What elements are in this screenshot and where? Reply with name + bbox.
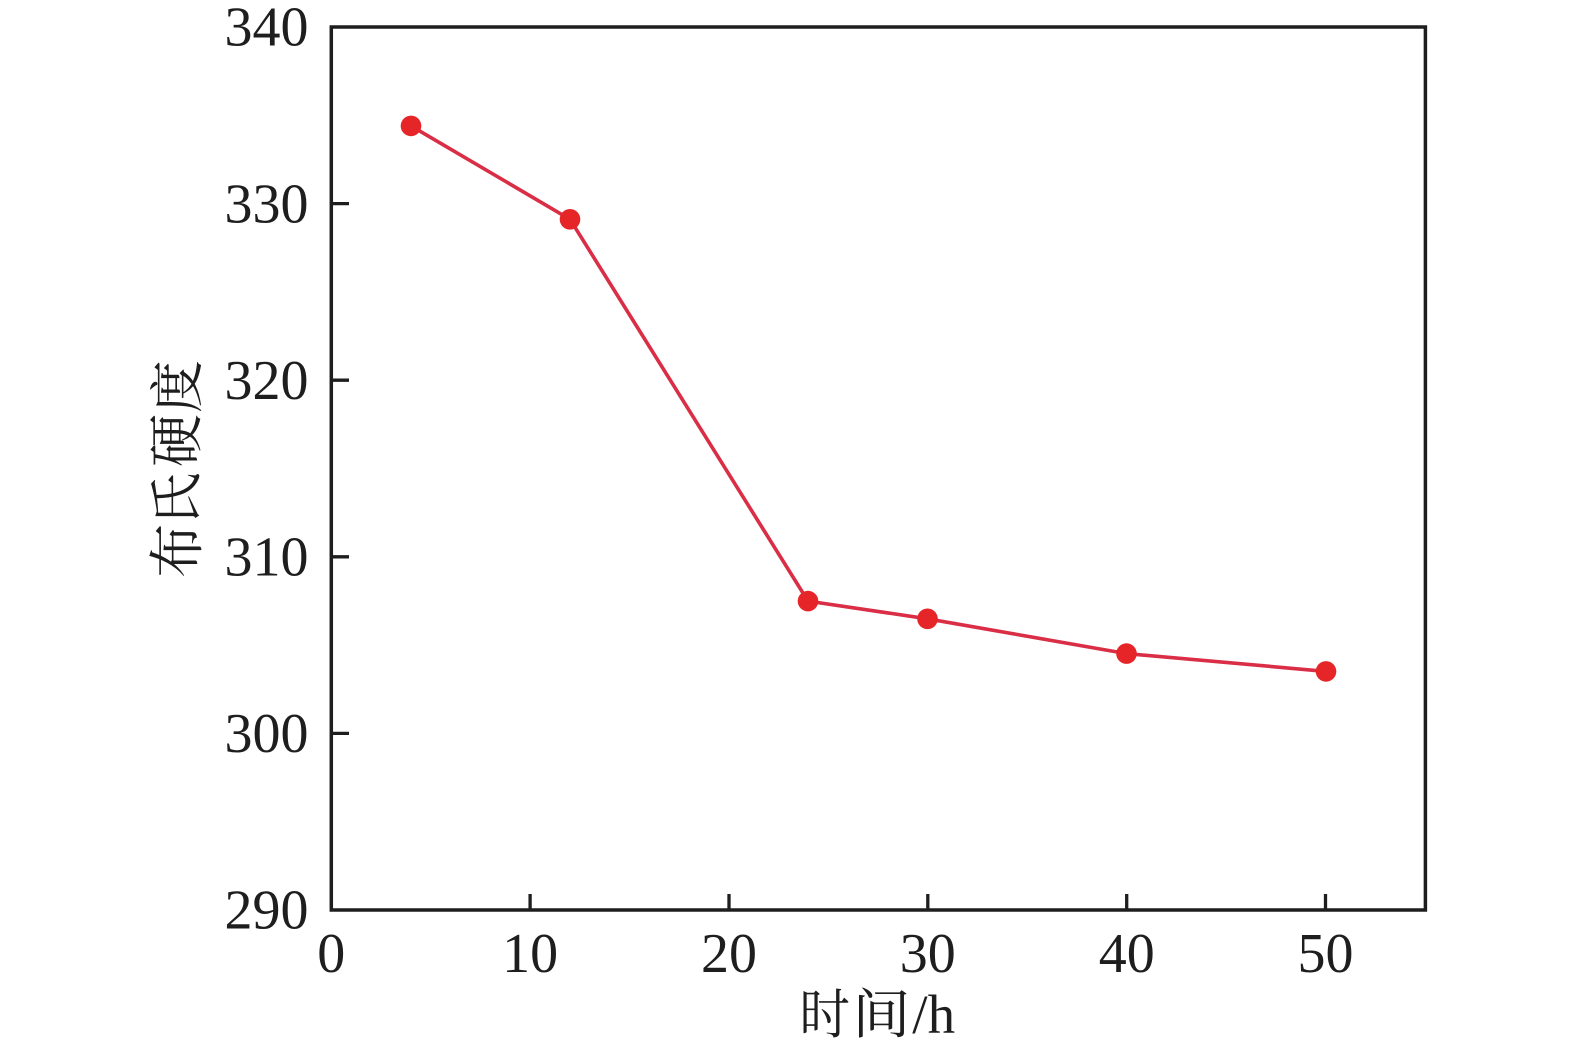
svg-text:300: 300 <box>225 703 309 765</box>
svg-text:340: 340 <box>225 0 309 59</box>
svg-text:20: 20 <box>701 923 757 985</box>
svg-text:30: 30 <box>900 923 956 985</box>
svg-text:0: 0 <box>317 923 345 985</box>
svg-text:320: 320 <box>225 350 309 412</box>
svg-text:40: 40 <box>1099 923 1155 985</box>
svg-text:/h: /h <box>912 984 955 1045</box>
svg-text:290: 290 <box>225 880 309 942</box>
svg-text:50: 50 <box>1298 923 1354 985</box>
svg-text:10: 10 <box>502 923 558 985</box>
svg-text:330: 330 <box>225 173 309 235</box>
svg-text:310: 310 <box>225 527 309 589</box>
